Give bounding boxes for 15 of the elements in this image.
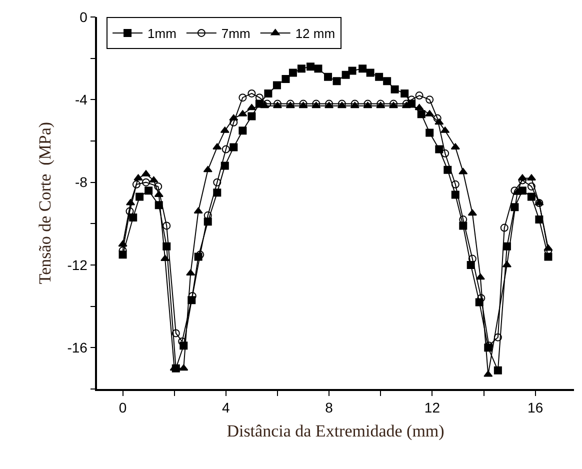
legend-label: 7mm xyxy=(221,26,250,42)
legend-label: 12 mm xyxy=(295,26,336,42)
y-tick-label: -12 xyxy=(67,256,88,273)
x-tick-label: 8 xyxy=(325,400,334,416)
x-axis-title: Distância da Extremidade (mm) xyxy=(226,421,444,440)
y-axis-title: Tensão de Corte (MPa) xyxy=(35,122,54,284)
y-tick-label: -16 xyxy=(67,340,88,356)
y-tick-label: 0 xyxy=(80,8,88,25)
x-tick-label: 0 xyxy=(118,400,127,416)
x-tick-label: 16 xyxy=(528,400,544,416)
y-tick-label: -8 xyxy=(74,174,88,190)
y-tick-label: -4 xyxy=(74,92,88,108)
legend-label: 1mm xyxy=(148,26,176,42)
x-tick-label: 12 xyxy=(424,400,440,416)
x-tick-label: 4 xyxy=(222,400,230,416)
